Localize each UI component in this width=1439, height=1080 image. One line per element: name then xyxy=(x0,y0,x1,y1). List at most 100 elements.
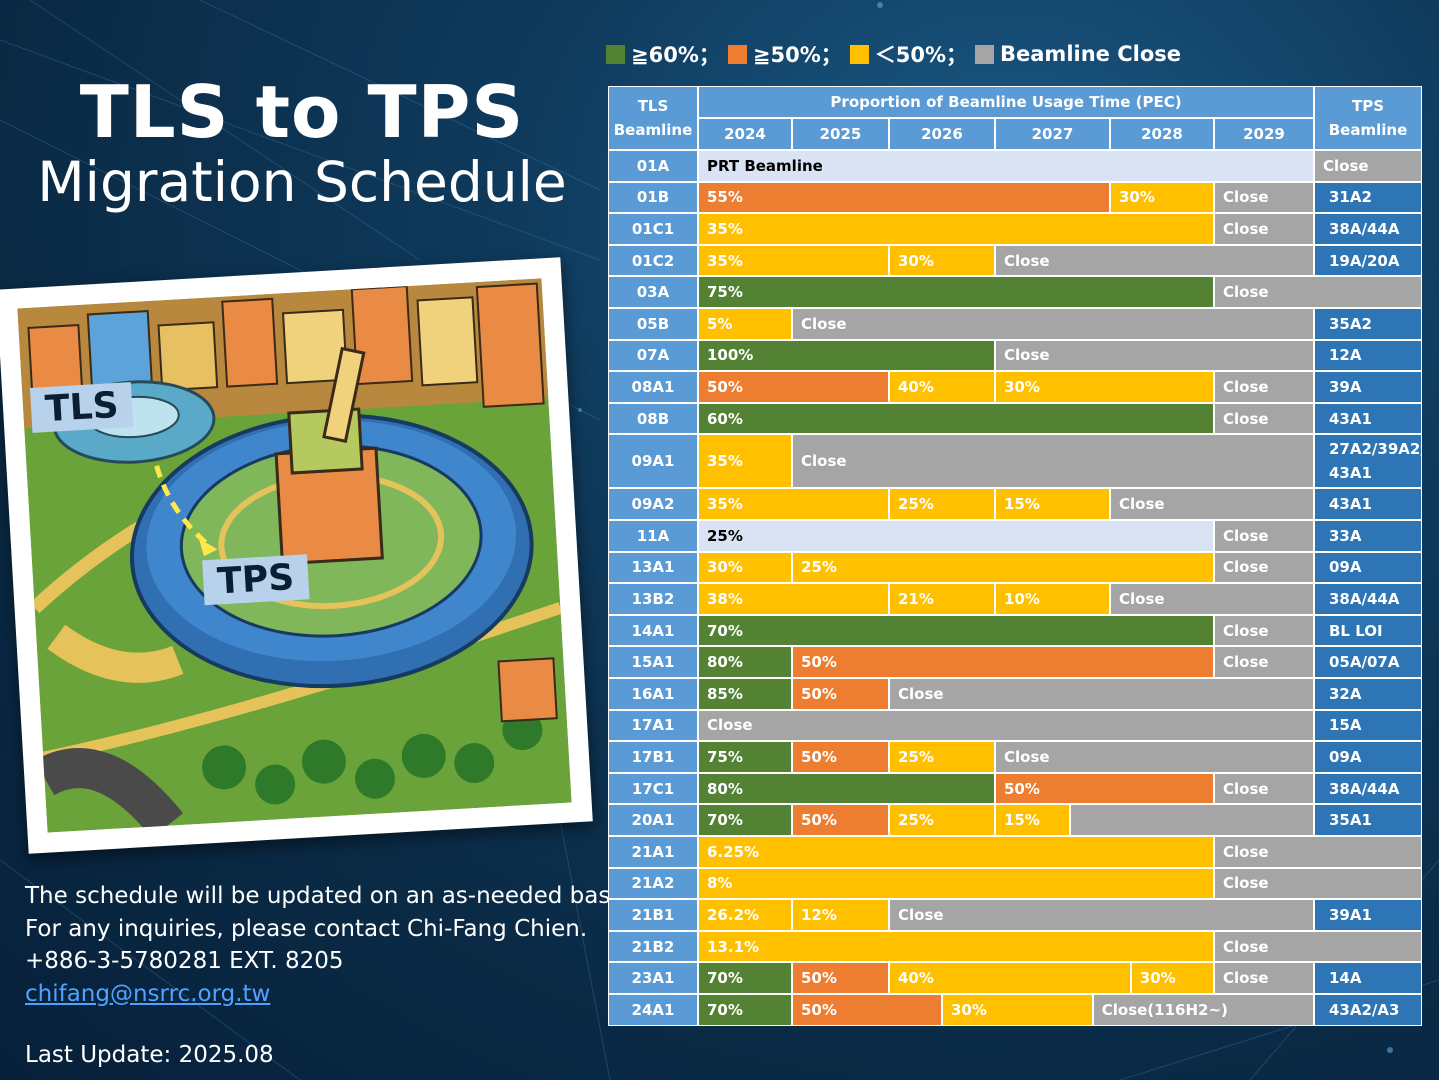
tls-beamline-id: 13B2 xyxy=(608,583,698,615)
tps-beamline-id: 14A xyxy=(1314,962,1422,994)
tls-beamline-id: 01B xyxy=(608,181,698,214)
usage-segment: 50% xyxy=(995,772,1214,805)
usage-segment: 35% xyxy=(698,244,889,277)
tps-beamline-id: 09A xyxy=(1314,741,1422,773)
tls-beamline-id: 21A1 xyxy=(608,836,698,868)
tps-beamline-id: 15A xyxy=(1314,709,1422,742)
usage-segment: 70% xyxy=(698,614,1214,647)
legend-item: ≧60%； xyxy=(606,39,728,69)
header-year: 2028 xyxy=(1110,118,1214,150)
usage-segment: 15% xyxy=(995,488,1110,520)
usage-segment: 70% xyxy=(698,994,792,1026)
tps-beamline-id: 09A xyxy=(1314,551,1422,584)
tls-beamline-id: 21A2 xyxy=(608,867,698,900)
tps-beamline-id: 35A1 xyxy=(1314,804,1422,836)
migration-schedule-table: TLS Beamline Proportion of Beamline Usage… xyxy=(608,86,1422,1026)
usage-segment: 70% xyxy=(698,804,792,836)
usage-segment: Close xyxy=(1214,614,1314,647)
usage-segment: 30% xyxy=(942,994,1093,1026)
usage-segment: Close xyxy=(1110,488,1314,520)
usage-segment: 26.2% xyxy=(698,899,792,931)
usage-segment: 35% xyxy=(698,213,1214,245)
usage-segment: Close xyxy=(698,709,1314,742)
tls-beamline-id: 09A2 xyxy=(608,488,698,520)
usage-segment: 35% xyxy=(698,434,792,489)
usage-segment: Close xyxy=(1110,583,1314,615)
usage-segment: Close xyxy=(995,741,1314,773)
legend-label: ≧50%； xyxy=(752,43,842,67)
usage-segment: 30% xyxy=(698,551,792,584)
usage-segment: Close xyxy=(792,308,1314,340)
usage-segment: 35% xyxy=(698,488,889,520)
usage-segment: 50% xyxy=(792,741,889,773)
usage-segment: Close xyxy=(1214,836,1422,868)
usage-segment: 13.1% xyxy=(698,930,1214,963)
usage-segment: 25% xyxy=(698,520,1214,552)
tps-beamline-id: 39A xyxy=(1314,371,1422,403)
tps-beamline-id: 27A2/39A2/ 43A1 xyxy=(1314,434,1422,489)
tps-beamline-id: BL LOI xyxy=(1314,614,1422,647)
page-title: TLS to TPS xyxy=(79,70,525,154)
tls-beamline-id: 05B xyxy=(608,308,698,340)
tps-beamline-id: 33A xyxy=(1314,520,1422,552)
usage-segment: 8% xyxy=(698,867,1214,900)
usage-segment: 75% xyxy=(698,741,792,773)
header-year: 2026 xyxy=(889,118,995,150)
legend-item: ≧50%； xyxy=(727,39,850,69)
usage-segment: Close xyxy=(1214,930,1422,963)
legend-label: Beamline Close xyxy=(1000,42,1181,66)
usage-segment: 40% xyxy=(889,962,1131,994)
usage-segment: 85% xyxy=(698,678,792,710)
usage-segment: Close(116H2~) xyxy=(1092,994,1314,1026)
tps-beamline-id: 38A/44A xyxy=(1314,583,1422,615)
tls-beamline-id: 17B1 xyxy=(608,741,698,773)
usage-segment: 10% xyxy=(995,583,1110,615)
tls-beamline-id: 08B xyxy=(608,402,698,435)
usage-segment: Close xyxy=(1214,371,1314,403)
usage-segment: 70% xyxy=(698,962,792,994)
tls-beamline-id: 13A1 xyxy=(608,551,698,584)
usage-segment: 30% xyxy=(889,244,995,277)
tls-beamline-id: 20A1 xyxy=(608,804,698,836)
tps-beamline-id: 38A/44A xyxy=(1314,772,1422,805)
header-tls-beamline: TLS Beamline xyxy=(608,86,698,150)
usage-segment: 15% xyxy=(995,804,1070,836)
usage-segment: 50% xyxy=(792,646,1214,678)
header-year: 2027 xyxy=(995,118,1110,150)
tls-beamline-id: 08A1 xyxy=(608,371,698,403)
usage-segment: Close xyxy=(1314,150,1422,182)
usage-segment: Close xyxy=(1214,551,1314,584)
usage-segment: 12% xyxy=(792,899,889,931)
tls-beamline-id: 03A xyxy=(608,276,698,308)
legend-swatch xyxy=(975,44,995,64)
phone-number: +886-3-5780281 EXT. 8205 xyxy=(25,948,344,974)
usage-segment: Close xyxy=(1214,867,1422,900)
tps-beamline-id: 43A1 xyxy=(1314,402,1422,435)
usage-segment: Close xyxy=(995,339,1314,372)
header-pec: Proportion of Beamline Usage Time (PEC) xyxy=(698,86,1314,118)
header-year: 2025 xyxy=(792,118,889,150)
last-update: Last Update: 2025.08 xyxy=(25,1042,274,1068)
tps-beamline-id: 43A2/A3 xyxy=(1314,994,1422,1026)
usage-segment: 25% xyxy=(889,488,995,520)
tls-beamline-id: 17C1 xyxy=(608,772,698,805)
tps-beamline-id: 05A/07A xyxy=(1314,646,1422,678)
tls-beamline-id: 07A xyxy=(608,339,698,372)
usage-segment: PRT Beamline xyxy=(698,150,1314,182)
tls-label: TLS xyxy=(29,382,134,433)
usage-segment: Close xyxy=(1214,213,1314,245)
usage-segment: Close xyxy=(792,434,1314,489)
tls-beamline-id: 24A1 xyxy=(608,994,698,1026)
usage-segment: 38% xyxy=(698,583,889,615)
page-subtitle: Migration Schedule xyxy=(37,150,567,214)
legend-swatch xyxy=(849,44,869,64)
usage-segment: 100% xyxy=(698,339,995,372)
usage-segment: 25% xyxy=(889,741,995,773)
email-link[interactable]: chifang@nsrrc.org.tw xyxy=(25,980,271,1007)
legend-label: ＜50%； xyxy=(874,43,968,67)
usage-segment: 50% xyxy=(792,962,889,994)
tls-beamline-id: 01A xyxy=(608,150,698,182)
tps-beamline-id: 39A1 xyxy=(1314,899,1422,931)
usage-segment: Close xyxy=(1214,962,1314,994)
tls-beamline-id: 16A1 xyxy=(608,678,698,710)
